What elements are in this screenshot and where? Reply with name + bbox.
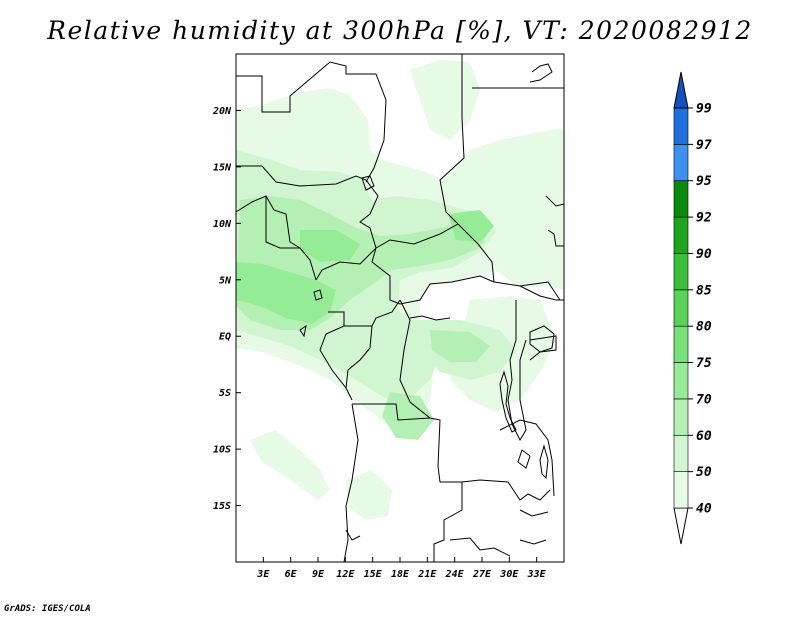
country-borders xyxy=(236,54,564,562)
map-title: Relative humidity at 300hPa [%], VT: 202… xyxy=(47,16,753,45)
lat-tick-label: 10N xyxy=(213,219,232,230)
colorbar-segment xyxy=(673,325,689,363)
colorbar-segment xyxy=(673,471,689,509)
lat-tick-label: 15N xyxy=(213,162,232,173)
colorbar-label: 50 xyxy=(696,465,712,480)
colorbar-label: 85 xyxy=(696,283,712,298)
colorbar-label: 40 xyxy=(696,502,712,517)
lon-tick-label: 12E xyxy=(336,569,355,580)
colorbar-label: 95 xyxy=(696,174,712,189)
river-congo xyxy=(409,315,451,321)
lat-tick-label: 15S xyxy=(213,501,231,512)
lake-victoria xyxy=(529,325,555,353)
island-bioko xyxy=(313,289,323,301)
colorbar-segment xyxy=(673,253,689,291)
latitude-ticks: 20N 15N 10N 5N EQ 5S 10S 15S xyxy=(212,106,241,512)
humidity-field xyxy=(236,60,564,520)
colorbar-segment xyxy=(673,144,689,182)
lon-tick-label: 3E xyxy=(256,569,270,580)
colorbar-segment xyxy=(673,216,689,254)
humidity-area-wet-east xyxy=(448,210,494,242)
lake-tanganyika xyxy=(499,370,517,433)
lon-tick-label: 33E xyxy=(527,569,547,580)
lat-tick-label: 5S xyxy=(219,388,231,399)
colorbar-label: 99 xyxy=(696,102,712,117)
lon-tick-label: 24E xyxy=(445,569,465,580)
colorbar-label: 97 xyxy=(696,138,712,153)
humidity-area-wet-north xyxy=(300,230,360,262)
lat-tick-label: 10S xyxy=(213,445,231,456)
colorbar-label: 70 xyxy=(696,392,712,407)
longitude-ticks: 3E 6E 9E 12E 15E 18E 21E 24E 27E 30E 33E xyxy=(256,557,547,580)
lon-tick-label: 30E xyxy=(499,569,519,580)
lon-tick-label: 21E xyxy=(417,569,437,580)
lake-volta xyxy=(299,324,307,338)
lake-chad xyxy=(361,175,375,191)
colorbar-lower-arrow xyxy=(673,507,689,545)
lon-tick-label: 15E xyxy=(364,569,383,580)
lat-tick-label: 5N xyxy=(219,275,232,286)
humidity-area-southwest xyxy=(346,470,392,520)
colorbar-label: 90 xyxy=(696,247,712,262)
software-credit: GrADS: IGES/COLA xyxy=(4,604,91,614)
humidity-area-core-east xyxy=(430,330,490,362)
colorbar-segment xyxy=(673,107,689,145)
humidity-area-south xyxy=(250,430,330,500)
colorbar-segment xyxy=(673,398,689,436)
lake-malawi xyxy=(539,444,549,480)
water-bodies xyxy=(299,175,555,480)
colorbar-label: 92 xyxy=(696,211,712,226)
humidity-area-wet xyxy=(236,262,336,324)
colorbar: 40 50 60 70 75 80 85 90 92 95 97 99 xyxy=(673,71,712,545)
colorbar-segment xyxy=(673,180,689,218)
colorbar-label: 75 xyxy=(696,356,712,371)
colorbar-label: 80 xyxy=(696,320,712,335)
lon-tick-label: 9E xyxy=(312,569,325,580)
lon-tick-label: 27E xyxy=(472,569,492,580)
colorbar-label: 60 xyxy=(696,429,712,444)
lat-tick-label: 20N xyxy=(212,106,232,117)
lat-tick-label: EQ xyxy=(219,332,231,343)
colorbar-upper-arrow xyxy=(673,71,689,109)
colorbar-segment xyxy=(673,434,689,472)
lon-tick-label: 18E xyxy=(391,569,410,580)
colorbar-segment xyxy=(673,289,689,327)
colorbar-segment xyxy=(673,362,689,400)
lon-tick-label: 6E xyxy=(285,569,298,580)
